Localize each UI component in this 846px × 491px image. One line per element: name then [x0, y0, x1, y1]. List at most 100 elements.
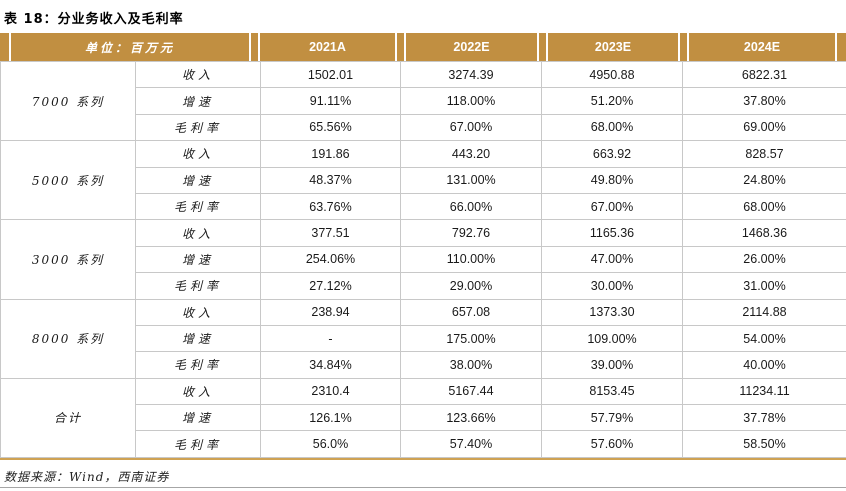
table-row: 合计 收入 2310.4 5167.44 8153.45 11234.11: [0, 377, 846, 458]
value-cell: 657.08: [400, 298, 542, 326]
value-cell: 126.1%: [260, 404, 401, 432]
value-cell: 11234.11: [682, 377, 846, 406]
year-header-cell: 2021A: [260, 33, 395, 61]
table-row: 增速 254.06% 110.00% 47.00% 26.00%: [1, 245, 846, 274]
table-row: 毛利率 63.76% 66.00% 67.00% 68.00%: [1, 192, 846, 221]
value-cell: 792.76: [400, 219, 542, 247]
value-cell: 30.00%: [541, 272, 683, 300]
value-cell: 26.00%: [682, 245, 846, 274]
header-edge-pad: [837, 33, 846, 61]
value-cell: 54.00%: [682, 324, 846, 353]
table-row: 5000 系列 收入 191.86 443.20 663.92 828.57: [0, 140, 846, 221]
table-bottom-rule: [0, 458, 846, 460]
series-group-cell: 7000 系列: [0, 60, 136, 142]
metric-label-cell: 收入: [135, 219, 261, 247]
value-cell: 49.80%: [541, 166, 683, 194]
value-cell: 191.86: [260, 140, 401, 168]
metric-label-cell: 毛利率: [135, 430, 261, 458]
value-cell: 6822.31: [682, 60, 846, 89]
value-cell: 69.00%: [682, 113, 846, 142]
header-divider-sliver: [397, 33, 404, 61]
metric-label-cell: 毛利率: [135, 192, 261, 221]
table-row: 毛利率 27.12% 29.00% 30.00% 31.00%: [1, 272, 846, 300]
year-header-cell: 2023E: [548, 33, 678, 61]
unit-header-cell: 单位：百万元: [11, 33, 249, 61]
table-row: 7000 系列 收入 1502.01 3274.39 4950.88 6822.31: [0, 60, 846, 142]
value-cell: 29.00%: [400, 272, 542, 300]
table-body: 7000 系列 收入 1502.01 3274.39 4950.88 6822.31 增速 9…: [0, 60, 846, 458]
value-cell: 57.40%: [400, 430, 542, 458]
value-cell: 5167.44: [400, 377, 542, 406]
series-group-cell: 3000 系列: [0, 219, 136, 300]
value-cell: 24.80%: [682, 166, 846, 194]
value-cell: 67.00%: [400, 113, 542, 142]
value-cell: 57.60%: [541, 430, 683, 458]
metric-label-cell: 增速: [135, 245, 261, 274]
value-cell: 57.79%: [541, 404, 683, 432]
value-cell: 66.00%: [400, 192, 542, 221]
value-cell: 238.94: [260, 298, 401, 326]
value-cell: 254.06%: [260, 245, 401, 274]
table-row: 3000 系列 收入 377.51 792.76 1165.36 1468.36: [0, 219, 846, 300]
value-cell: 39.00%: [541, 351, 683, 379]
value-cell: 68.00%: [682, 192, 846, 221]
year-header-cell: 2024E: [689, 33, 835, 61]
table-row: 增速 91.11% 118.00% 51.20% 37.80%: [1, 87, 846, 115]
value-cell: 828.57: [682, 140, 846, 168]
value-cell: 34.84%: [260, 351, 401, 379]
value-cell: 175.00%: [400, 324, 542, 353]
metric-label-cell: 增速: [135, 404, 261, 432]
year-header-cell: 2022E: [406, 33, 537, 61]
metric-label-cell: 收入: [135, 377, 261, 406]
value-cell: 27.12%: [260, 272, 401, 300]
metric-label-cell: 收入: [135, 60, 261, 89]
metric-label-cell: 毛利率: [135, 272, 261, 300]
revenue-margin-table: 7000 系列 收入 1502.01 3274.39 4950.88 6822.31 增速 9…: [0, 60, 846, 458]
value-cell: 56.0%: [260, 430, 401, 458]
value-cell: 1373.30: [541, 298, 683, 326]
value-cell: 1165.36: [541, 219, 683, 247]
value-cell: 67.00%: [541, 192, 683, 221]
value-cell: 47.00%: [541, 245, 683, 274]
value-cell: 1468.36: [682, 219, 846, 247]
series-group-cell: 合计: [0, 377, 136, 458]
metric-label-cell: 收入: [135, 140, 261, 168]
series-group-cell: 8000 系列: [0, 298, 136, 379]
value-cell: 123.66%: [400, 404, 542, 432]
value-cell: 2310.4: [260, 377, 401, 406]
header-edge-pad: [0, 33, 9, 61]
table-row: 增速 126.1% 123.66% 57.79% 37.78%: [1, 404, 846, 432]
value-cell: 110.00%: [400, 245, 542, 274]
table-row: 毛利率 65.56% 67.00% 68.00% 69.00%: [1, 113, 846, 142]
page-title: 表 18：分业务收入及毛利率: [4, 12, 184, 27]
value-cell: -: [260, 324, 401, 353]
metric-label-cell: 增速: [135, 87, 261, 115]
table-row: 毛利率 34.84% 38.00% 39.00% 40.00%: [1, 351, 846, 379]
metric-label-cell: 毛利率: [135, 113, 261, 142]
value-cell: 48.37%: [260, 166, 401, 194]
value-cell: 443.20: [400, 140, 542, 168]
value-cell: 663.92: [541, 140, 683, 168]
metric-label-cell: 增速: [135, 324, 261, 353]
page-bottom-rule: [0, 487, 846, 488]
value-cell: 4950.88: [541, 60, 683, 89]
header-divider-sliver: [680, 33, 687, 61]
header-divider-sliver: [539, 33, 546, 61]
table-row: 8000 系列 收入 238.94 657.08 1373.30 2114.88: [0, 298, 846, 379]
value-cell: 31.00%: [682, 272, 846, 300]
table-row: 毛利率 56.0% 57.40% 57.60% 58.50%: [1, 430, 846, 458]
table-header-band: 单位：百万元 2021A 2022E 2023E 2024E: [0, 33, 846, 61]
value-cell: 131.00%: [400, 166, 542, 194]
value-cell: 40.00%: [682, 351, 846, 379]
value-cell: 38.00%: [400, 351, 542, 379]
value-cell: 91.11%: [260, 87, 401, 115]
metric-label-cell: 增速: [135, 166, 261, 194]
series-group-cell: 5000 系列: [0, 140, 136, 221]
value-cell: 377.51: [260, 219, 401, 247]
value-cell: 68.00%: [541, 113, 683, 142]
metric-label-cell: 毛利率: [135, 351, 261, 379]
value-cell: 63.76%: [260, 192, 401, 221]
value-cell: 8153.45: [541, 377, 683, 406]
value-cell: 1502.01: [260, 60, 401, 89]
